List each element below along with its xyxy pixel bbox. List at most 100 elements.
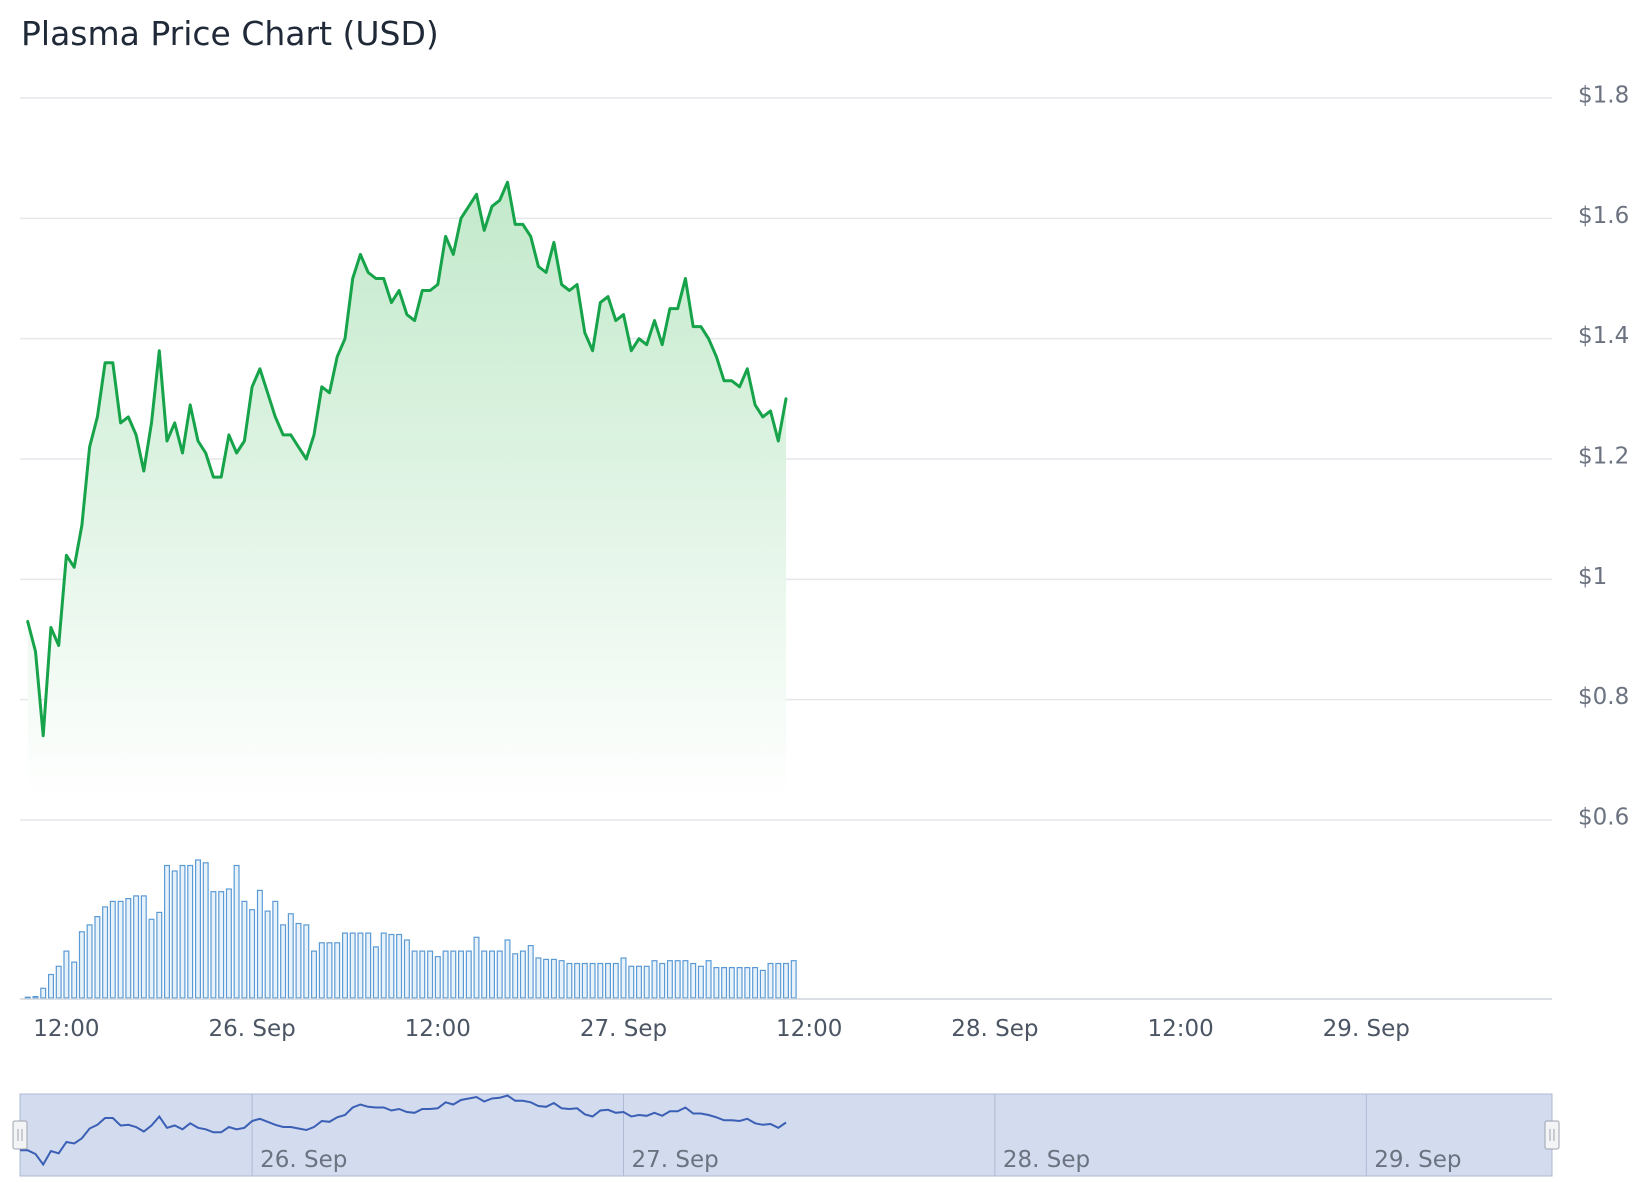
volume-bar xyxy=(705,960,712,999)
volume-bar xyxy=(249,909,256,999)
navigator-right-handle[interactable] xyxy=(1544,1120,1560,1150)
volume-bar xyxy=(643,965,650,999)
volume-bar xyxy=(604,962,611,999)
volume-bar xyxy=(117,900,124,999)
volume-bar xyxy=(589,962,596,999)
volume-bar xyxy=(674,960,681,999)
volume-bar xyxy=(233,864,240,999)
volume-bar xyxy=(334,942,341,999)
y-tick-label: $1 xyxy=(1578,564,1607,590)
volume-bar xyxy=(225,888,232,999)
volume-bar xyxy=(581,962,588,999)
navigator-grid xyxy=(251,1094,1367,1176)
volume-bar xyxy=(697,965,704,999)
volume-bar xyxy=(311,950,318,999)
volume-bar xyxy=(535,957,542,999)
volume-bar xyxy=(512,953,519,999)
volume-bar xyxy=(682,960,689,999)
navigator-tick-label: 26. Sep xyxy=(260,1147,347,1173)
volume-bar xyxy=(380,932,387,999)
volume-bar xyxy=(489,950,496,999)
volume-bar xyxy=(372,946,379,999)
volume-bar xyxy=(790,960,797,999)
volume-bar xyxy=(450,950,457,999)
volume-bar xyxy=(728,966,735,999)
volume-bar xyxy=(280,924,287,999)
volume-bar xyxy=(411,950,418,999)
volume-bar xyxy=(218,891,225,999)
volume-bar xyxy=(24,996,31,999)
navigator-series-line xyxy=(20,1094,787,1167)
y-tick-label: $0.8 xyxy=(1578,684,1629,710)
volume-bar xyxy=(156,911,163,999)
volume-bar xyxy=(752,966,759,999)
volume-bar xyxy=(63,950,70,999)
volume-bar xyxy=(558,960,565,999)
volume-bar xyxy=(620,957,627,999)
navigator-tick-label: 29. Sep xyxy=(1374,1147,1461,1173)
x-tick-label: 12:00 xyxy=(1147,1016,1213,1042)
volume-bar xyxy=(434,955,441,999)
volume-bar xyxy=(71,961,78,999)
volume-bar xyxy=(543,958,550,999)
volume-bar xyxy=(125,897,132,999)
volume-bars xyxy=(24,859,797,999)
volume-bar xyxy=(651,960,658,999)
navigator-left-handle[interactable] xyxy=(12,1120,28,1150)
volume-bar xyxy=(256,889,263,999)
volume-bar xyxy=(713,966,720,999)
volume-bar xyxy=(612,962,619,999)
price-line[interactable] xyxy=(26,180,788,738)
volume-bar xyxy=(736,966,743,999)
volume-bar xyxy=(303,924,310,999)
volume-bar xyxy=(473,936,480,999)
volume-bar xyxy=(109,900,116,999)
volume-bar xyxy=(318,942,325,999)
volume-bar xyxy=(342,932,349,999)
volume-bar xyxy=(78,931,85,999)
navigator-tick-label: 27. Sep xyxy=(632,1147,719,1173)
volume-bar xyxy=(744,966,751,999)
volume-bar xyxy=(419,950,426,999)
volume-bar xyxy=(86,924,93,999)
navigator[interactable]: 26. Sep 27. Sep 28. Sep 29. Sep xyxy=(12,1093,1560,1177)
volume-bar xyxy=(171,870,178,999)
volume-bar xyxy=(767,962,774,999)
x-tick-label: 26. Sep xyxy=(208,1016,295,1042)
x-tick-label: 28. Sep xyxy=(951,1016,1038,1042)
volume-bar xyxy=(666,960,673,999)
y-tick-label: $1.6 xyxy=(1578,203,1629,229)
price-area xyxy=(27,182,786,800)
volume-bar xyxy=(550,958,557,999)
volume-bar xyxy=(133,895,140,999)
volume-bar xyxy=(241,900,248,999)
volume-bar xyxy=(164,864,171,999)
volume-bar xyxy=(496,950,503,999)
volume-bar xyxy=(388,933,395,999)
volume-bar xyxy=(597,962,604,999)
volume-bar xyxy=(32,995,39,999)
volume-bar xyxy=(264,910,271,999)
volume-bar xyxy=(210,891,217,999)
x-tick-label: 27. Sep xyxy=(580,1016,667,1042)
volume-bar xyxy=(403,939,410,999)
volume-bar xyxy=(365,932,372,999)
volume-bar xyxy=(195,859,202,999)
navigator-selection[interactable] xyxy=(19,1093,1553,1177)
volume-bar xyxy=(690,962,697,999)
y-tick-label: $1.2 xyxy=(1578,444,1629,470)
volume-bar xyxy=(442,950,449,999)
volume-bar xyxy=(628,965,635,999)
y-tick-label: $0.6 xyxy=(1578,805,1629,831)
x-tick-label: 12:00 xyxy=(33,1016,99,1042)
volume-bar xyxy=(140,895,147,999)
volume-bar xyxy=(481,950,488,999)
y-tick-label: $1.8 xyxy=(1578,83,1629,109)
navigator-tick-label: 28. Sep xyxy=(1003,1147,1090,1173)
chart-title: Plasma Price Chart (USD) xyxy=(21,14,439,53)
volume-bar xyxy=(775,962,782,999)
x-tick-label: 12:00 xyxy=(405,1016,471,1042)
volume-bar xyxy=(179,864,186,999)
x-axis-labels: 12:00 26. Sep 12:00 27. Sep 12:00 28. Sep 12:0… xyxy=(33,1016,1410,1042)
